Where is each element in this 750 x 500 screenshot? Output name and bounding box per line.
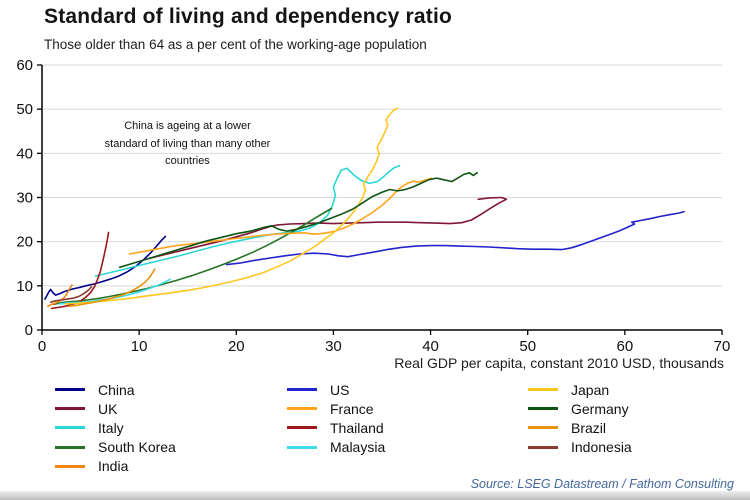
x-axis-label: Real GDP per capita, constant 2010 USD, …: [394, 355, 724, 371]
legend-label: Japan: [571, 381, 610, 398]
legend-swatch: [287, 407, 317, 411]
legend-label: US: [330, 381, 350, 398]
legend-label: Brazil: [571, 419, 607, 436]
series-line-italy: [94, 164, 401, 277]
legend-item-japan: Japan: [528, 380, 632, 399]
y-tick-label: 0: [25, 322, 33, 339]
legend-label: Indonesia: [571, 439, 632, 456]
legend-column-3: Japan Germany Brazil Indonesia: [528, 380, 632, 457]
chart-annotation: China is ageing at a lower standard of l…: [95, 118, 280, 171]
y-tick-label: 50: [16, 101, 33, 118]
line-chart: 0 10 20 30 40 50 60 70 0 10 20 30 40 50 60: [16, 57, 731, 355]
annotation-line-1: China is ageing at a lower: [124, 120, 251, 132]
y-tick-label: 30: [16, 190, 33, 207]
series-line-germany: [118, 172, 478, 269]
source-credit: Source: LSEG Datastream / Fathom Consult…: [470, 477, 734, 491]
legend-swatch: [528, 426, 558, 430]
legend-swatch: [528, 407, 558, 411]
legend-item-brazil: Brazil: [528, 418, 632, 437]
legend-label: China: [98, 381, 135, 398]
legend-item-china: China: [55, 380, 176, 399]
x-tick-label: 30: [325, 338, 342, 355]
legend-label: Germany: [571, 400, 629, 417]
legend-item-malaysia: Malaysia: [287, 438, 385, 457]
legend: China UK Italy South Korea India US France Tha…: [0, 380, 750, 480]
series-line-thailand: [50, 231, 110, 310]
series-line-brazil: [68, 268, 156, 307]
chart-subtitle: Those older than 64 as a per cent of the…: [44, 37, 427, 52]
x-tick-label: 20: [228, 338, 245, 355]
legend-swatch: [528, 445, 558, 449]
x-tick-label: 0: [38, 338, 46, 355]
x-tick-label: 70: [714, 338, 731, 355]
legend-item-thailand: Thailand: [287, 418, 385, 437]
legend-swatch: [55, 407, 85, 411]
x-tick-label: 50: [519, 338, 536, 355]
annotation-line-2: standard of living than many other: [104, 137, 271, 150]
y-tick-label: 40: [16, 145, 33, 162]
legend-label: South Korea: [98, 439, 176, 456]
legend-item-germany: Germany: [528, 399, 632, 418]
legend-item-uk: UK: [55, 399, 176, 418]
annotation-line-3: countries: [165, 155, 210, 167]
x-tick-label: 60: [617, 338, 634, 355]
series-line-us: [225, 210, 685, 266]
y-tick-label: 10: [16, 278, 33, 295]
legend-column-1: China UK Italy South Korea India: [55, 380, 176, 476]
legend-swatch: [55, 464, 85, 468]
legend-swatch: [55, 388, 85, 392]
series-line-china: [44, 235, 167, 300]
legend-swatch: [287, 426, 317, 430]
x-tick-label: 10: [131, 338, 148, 355]
series-line-japan: [64, 107, 399, 305]
legend-item-us: US: [287, 380, 385, 399]
legend-swatch: [528, 388, 558, 392]
legend-item-france: France: [287, 399, 385, 418]
legend-item-india: India: [55, 457, 176, 476]
legend-swatch: [287, 445, 317, 449]
legend-item-south-korea: South Korea: [55, 438, 176, 457]
y-tick-label: 20: [16, 234, 33, 251]
legend-label: India: [98, 458, 129, 475]
legend-swatch: [55, 445, 85, 449]
legend-item-italy: Italy: [55, 418, 176, 437]
legend-swatch: [287, 388, 317, 392]
legend-column-2: US France Thailand Malaysia: [287, 380, 385, 457]
legend-label: Thailand: [330, 419, 384, 436]
series-line-indonesia: [49, 285, 93, 303]
legend-label: Italy: [98, 419, 124, 436]
legend-label: France: [330, 400, 374, 417]
series-line-france: [128, 177, 433, 255]
legend-label: UK: [98, 400, 118, 417]
y-tick-label: 60: [16, 57, 33, 74]
x-tick-label: 40: [422, 338, 439, 355]
legend-swatch: [55, 426, 85, 430]
legend-label: Malaysia: [330, 439, 386, 456]
page-title: Standard of living and dependency ratio: [44, 5, 453, 28]
legend-item-indonesia: Indonesia: [528, 438, 632, 457]
bottom-gradient-strip: [0, 491, 750, 500]
